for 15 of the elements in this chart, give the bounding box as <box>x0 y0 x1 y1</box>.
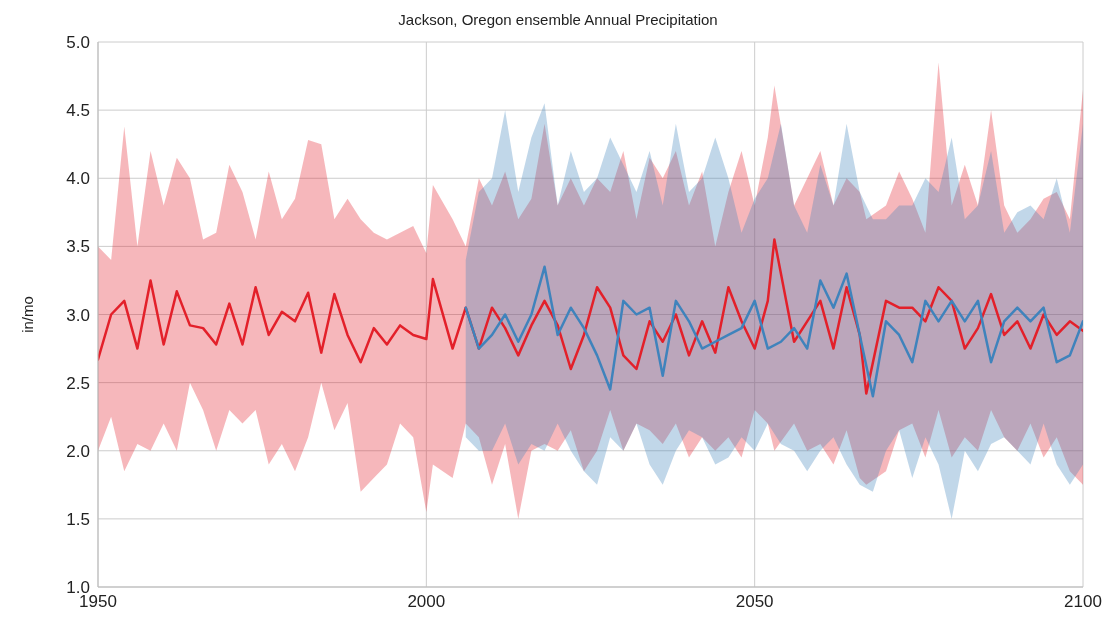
y-tick-label: 2.5 <box>66 373 90 393</box>
y-tick-label: 1.5 <box>66 509 90 529</box>
y-tick-label: 3.5 <box>66 237 90 257</box>
x-tick-label: 2100 <box>1064 592 1102 612</box>
y-tick-label: 2.0 <box>66 441 90 461</box>
line-series <box>98 238 1083 395</box>
chart-title: Jackson, Oregon ensemble Annual Precipitation <box>397 10 719 30</box>
line-series <box>464 265 1083 398</box>
x-tick-label: 2000 <box>407 592 446 612</box>
y-tick-label: 5.0 <box>66 33 90 53</box>
y-axis-title: in/mo <box>19 296 37 333</box>
y-tick-label: 3.0 <box>66 305 90 325</box>
y-tick-label: 4.5 <box>66 101 90 121</box>
x-tick-label: 2050 <box>735 592 774 612</box>
y-tick-label: 4.0 <box>66 169 90 189</box>
